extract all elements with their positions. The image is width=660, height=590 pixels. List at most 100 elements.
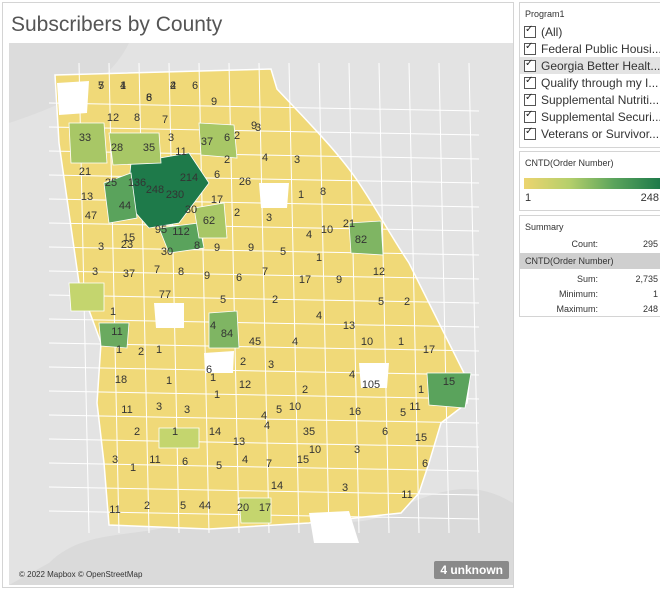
county-label: 248 xyxy=(146,184,164,196)
county-label: 7 xyxy=(98,80,104,92)
filter-item[interactable]: Georgia Better Healt... xyxy=(520,57,660,74)
county-label: 84 xyxy=(221,328,233,340)
county-label: 3 xyxy=(156,401,162,413)
county-label: 1 xyxy=(110,306,116,318)
county-no-data xyxy=(309,511,359,543)
county-label: 14 xyxy=(271,480,283,492)
county-label: 4 xyxy=(120,80,126,92)
county-boundary xyxy=(48,126,480,136)
count-value: 295 xyxy=(642,238,658,249)
filter-item-label: Georgia Better Healt... xyxy=(541,58,660,73)
county-label: 37 xyxy=(201,136,213,148)
filter-item[interactable]: Qualify through my I... xyxy=(520,74,660,91)
county-label: 95 xyxy=(155,224,167,236)
county-label: 112 xyxy=(172,226,190,238)
county-boundary xyxy=(48,414,480,424)
county-label: 10 xyxy=(309,444,321,456)
county-label: 1 xyxy=(298,189,304,201)
county-boundary xyxy=(48,102,480,112)
county-label: 18 xyxy=(115,374,127,386)
map-attribution[interactable]: © 2022 Mapbox © OpenStreetMap xyxy=(19,570,143,579)
county-boundary xyxy=(48,486,480,496)
checkbox-icon[interactable] xyxy=(524,75,536,89)
checkbox-icon[interactable] xyxy=(524,126,536,140)
county-label: 8 xyxy=(320,186,326,198)
legend-min: 1 xyxy=(525,192,532,204)
county-label: 11 xyxy=(175,146,186,158)
county-label: 3 xyxy=(184,404,190,416)
county-label: 47 xyxy=(85,210,97,222)
county-label: 2 xyxy=(144,500,150,512)
county-label: 3 xyxy=(294,154,300,166)
county-label: 11 xyxy=(121,404,132,416)
sum-value: 2,735 xyxy=(635,273,658,284)
filter-item-label: Qualify through my I... xyxy=(541,75,659,90)
summary-panel: Summary Count: 295 CNTD(Order Number) Su… xyxy=(519,215,660,317)
filter-item[interactable]: (All) xyxy=(520,23,660,40)
county-label: 5 xyxy=(180,500,186,512)
county-label: 6 xyxy=(422,458,428,470)
county-label: 5 xyxy=(216,460,222,472)
checkbox-icon[interactable] xyxy=(524,58,536,72)
county-label: 20 xyxy=(237,502,249,514)
county-label: 12 xyxy=(239,379,251,391)
county-label: 35 xyxy=(143,142,155,154)
filter-item[interactable]: Veterans or Survivor... xyxy=(520,125,660,142)
county-label: 1 xyxy=(214,389,220,401)
county-region xyxy=(68,122,108,164)
county-label: 7 xyxy=(266,458,272,470)
county-label: 1 xyxy=(210,372,216,384)
county-label: 44 xyxy=(119,200,131,212)
county-label: 25 xyxy=(105,177,117,189)
checkbox-icon[interactable] xyxy=(524,24,536,38)
county-label: 10 xyxy=(289,401,301,413)
filter-item-label: Veterans or Survivor... xyxy=(541,126,660,141)
county-label: 16 xyxy=(349,406,361,418)
county-label: 5 xyxy=(276,404,282,416)
county-label: 1 xyxy=(156,344,162,356)
county-label: 2 xyxy=(224,154,230,166)
county-label: 11 xyxy=(409,401,420,413)
county-label: 3 xyxy=(98,241,104,253)
county-label: 1 xyxy=(172,426,178,438)
county-label: 2 xyxy=(138,346,144,358)
page-title: Subscribers by County xyxy=(11,13,223,36)
count-label: Count: xyxy=(571,238,598,249)
county-boundary xyxy=(48,222,480,232)
county-label: 230 xyxy=(166,189,184,201)
county-label: 30 xyxy=(185,204,197,216)
filter-item-label: Federal Public Housi... xyxy=(541,41,660,56)
county-label: 6 xyxy=(206,364,212,376)
unknown-badge[interactable]: 4 unknown xyxy=(434,561,509,579)
checkbox-icon[interactable] xyxy=(524,109,536,123)
county-label: 2 xyxy=(272,294,278,306)
filter-item[interactable]: Supplemental Nutriti... xyxy=(520,91,660,108)
county-map[interactable]: 7 1 6 4 6 12 8 7 3 9 6 9 33 28 35 37 2 3 11 21 25 136 214 2 4 3 6 2… xyxy=(9,43,513,585)
filter-list: (All) Federal Public Housi... Georgia Bett… xyxy=(520,23,660,142)
county-boundary xyxy=(468,62,480,534)
county-label: 3 xyxy=(266,212,272,224)
filter-item[interactable]: Federal Public Housi... xyxy=(520,40,660,57)
county-label: 6 xyxy=(236,272,242,284)
checkbox-icon[interactable] xyxy=(524,92,536,106)
county-label: 8 xyxy=(178,266,184,278)
county-label: 7 xyxy=(162,114,168,126)
county-label: 9 xyxy=(204,270,210,282)
county-label: 11 xyxy=(149,454,160,466)
county-label: 2 xyxy=(234,207,240,219)
county-boundary xyxy=(408,62,420,534)
county-no-data xyxy=(154,303,184,328)
filter-title: Program1 xyxy=(525,9,565,19)
county-label: 2 xyxy=(134,426,140,438)
county-label: 4 xyxy=(306,229,312,241)
county-no-data xyxy=(57,81,89,115)
county-label: 3 xyxy=(354,444,360,456)
county-label: 3 xyxy=(255,122,261,134)
max-label: Maximum: xyxy=(556,303,598,314)
county-label: 8 xyxy=(134,112,140,124)
checkbox-icon[interactable] xyxy=(524,41,536,55)
county-label: 6 xyxy=(146,92,152,104)
county-label: 37 xyxy=(123,268,135,280)
filter-item[interactable]: Supplemental Securi... xyxy=(520,108,660,125)
